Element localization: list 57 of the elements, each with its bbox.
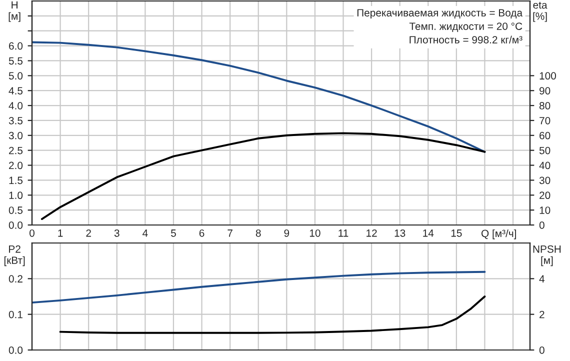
x-tick-label: 0 — [30, 229, 34, 237]
y2-tick-label: 0 — [539, 346, 544, 354]
y2-tick-label: 0 — [539, 222, 544, 229]
y2-axis-title: NPSH [м] — [533, 245, 561, 266]
x-tick-label: 4 — [142, 230, 148, 237]
y2-tick-label: 100 — [540, 72, 556, 80]
y-tick-label: 0.2 — [8, 275, 22, 283]
y-tick-label: 5.5 — [8, 57, 23, 65]
y-tick-label: 4.0 — [8, 102, 23, 110]
x-tick-label: 3 — [114, 229, 120, 237]
x-tick-label: 15 — [451, 230, 462, 237]
x-tick-label: 7 — [228, 230, 232, 237]
x-tick-label: 13 — [394, 229, 406, 237]
y-tick-label: 1.5 — [9, 176, 23, 184]
y-tick-label: 2.0 — [9, 162, 23, 170]
y2-tick-label: 10 — [540, 206, 550, 214]
y-tick-label: 0.5 — [8, 206, 23, 214]
y2-tick-label: 20 — [540, 192, 550, 200]
x-tick-label: 9 — [284, 229, 290, 237]
x-tick-label: 2 — [86, 229, 91, 237]
y2-tick-label: 90 — [540, 87, 550, 94]
y2-tick-label: 80 — [539, 102, 550, 110]
y-tick-label: 3.0 — [8, 132, 23, 140]
x-axis-title: Q [м³/ч] — [482, 229, 516, 240]
y-tick-label: 2.5 — [9, 146, 23, 154]
annotation: Плотность = 998.2 кг/м³ — [410, 36, 522, 44]
x-tick-label: 5 — [171, 230, 176, 237]
y2-axis-title: eta [%] — [533, 2, 548, 22]
y2-tick-label: 50 — [539, 146, 550, 154]
y-tick-label: 0.0 — [8, 222, 23, 229]
y2-tick-label: 60 — [540, 132, 550, 140]
y-tick-label: 3.5 — [8, 116, 23, 124]
x-tick-label: 8 — [256, 229, 261, 237]
y-tick-label: 0.1 — [8, 310, 22, 318]
y2-tick-label: 2 — [540, 310, 544, 318]
y-tick-label: 4.5 — [8, 87, 23, 94]
line-series — [59, 296, 486, 334]
y2-tick-label: 30 — [539, 176, 550, 184]
line-series — [32, 270, 486, 304]
y-tick-label: 6.0 — [9, 42, 23, 50]
y-tick-label: 5.0 — [8, 72, 23, 80]
y-axis-title: H [м] — [8, 1, 20, 22]
annotation: Темп. жидкости = 20 °C — [409, 22, 522, 32]
line-series — [40, 132, 486, 220]
x-tick-label: 10 — [310, 229, 320, 237]
y-tick-label: 1.0 — [9, 192, 23, 200]
y-tick-label: 0.0 — [8, 346, 23, 354]
x-tick-label: 6 — [199, 229, 204, 237]
y2-tick-label: 40 — [539, 162, 550, 170]
annotation: Перекачиваемая жидкость = Вода — [357, 9, 523, 19]
x-tick-label: 12 — [366, 229, 377, 237]
x-tick-label: 14 — [423, 230, 434, 237]
y-axis-title: P2 [кВт] — [4, 245, 25, 266]
y2-tick-label: 70 — [540, 116, 550, 124]
x-tick-label: 1 — [58, 230, 63, 237]
y2-tick-label: 4 — [539, 275, 545, 282]
x-tick-label: 11 — [338, 230, 348, 237]
